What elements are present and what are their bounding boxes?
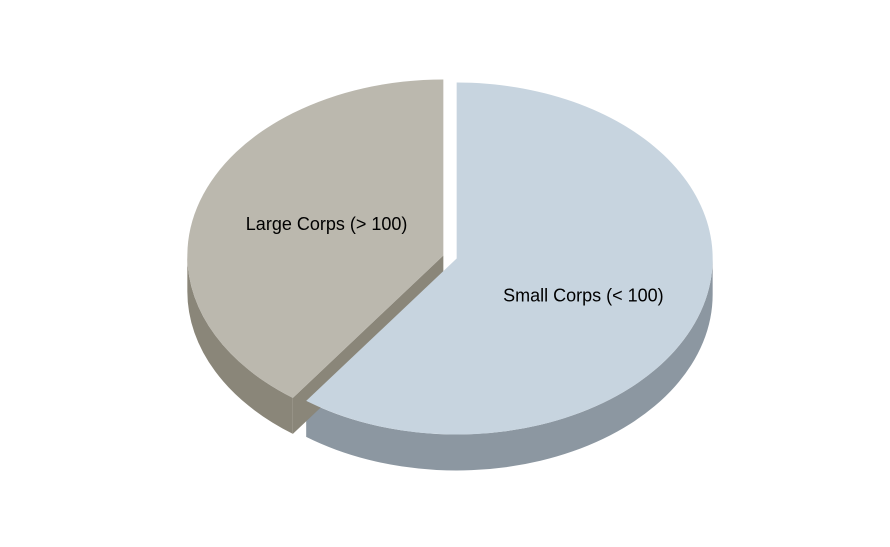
small-corps-100-slice	[306, 82, 713, 435]
large-corps-100-label: Large Corps (> 100)	[246, 214, 408, 234]
small-corps-100-label: Small Corps (< 100)	[503, 285, 664, 305]
large-corps-100-slice	[187, 79, 444, 398]
pie-tops	[187, 79, 713, 435]
large-corps-100-side	[187, 255, 293, 434]
pie-labels: Small Corps (< 100) Large Corps (> 100)	[246, 214, 664, 305]
small-corps-100-side	[306, 258, 713, 471]
